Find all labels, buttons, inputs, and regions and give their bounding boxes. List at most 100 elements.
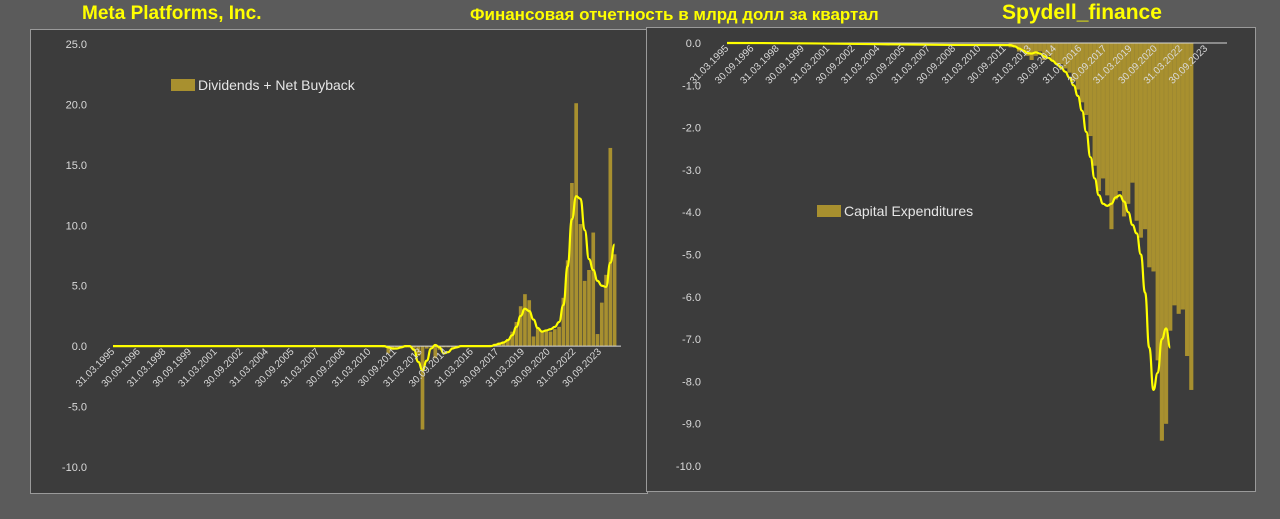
data-bar — [599, 302, 604, 347]
data-bar — [1130, 43, 1135, 183]
data-bar — [1055, 43, 1059, 65]
data-bar — [1067, 43, 1072, 73]
data-bar — [510, 331, 514, 347]
data-bar — [1050, 43, 1055, 60]
data-bar — [1155, 43, 1160, 361]
data-bar — [1160, 43, 1164, 441]
data-bar — [1017, 43, 1021, 52]
data-bar — [1113, 43, 1118, 200]
buyback-chart-panel: 25.0 20.0 15.0 10.0 5.0 0.0 -5.0 -10.0 31.03.199… — [30, 29, 648, 494]
data-bar — [1088, 43, 1093, 137]
data-bar — [561, 297, 566, 347]
data-bar — [1101, 43, 1105, 179]
buyback-chart-svg: 25.020.015.010.05.00.0-5.0-10.031.03.199… — [62, 39, 621, 474]
y-tick-label: 5.0 — [72, 281, 87, 293]
capex-chart-svg: 0.0 -1.0 -2.0 -3.0 -4.0 -5.0 -6.0 -7.0 -8.0 -9.0 -… — [676, 38, 1227, 473]
y-tick-label: 0.0 — [72, 341, 87, 353]
data-bar — [501, 342, 506, 347]
legend-label: Capital Expenditures — [844, 203, 973, 219]
data-bar — [1143, 43, 1147, 230]
chart-subtitle: Финансовая отчетность в млрд долл за ква… — [470, 5, 879, 24]
data-bar — [1059, 43, 1063, 65]
data-bar — [1181, 43, 1185, 310]
data-bar — [1176, 43, 1181, 314]
y-tick-label: -5.0 — [682, 250, 701, 262]
y-tick-label: -2.0 — [682, 123, 701, 135]
data-bar — [412, 346, 416, 349]
data-bar — [1168, 43, 1173, 331]
y-tick-label: -3.0 — [682, 165, 701, 177]
company-title: Meta Platforms, Inc. — [82, 3, 262, 24]
data-bar — [1046, 43, 1051, 56]
data-bar — [1076, 43, 1080, 90]
data-bar — [1172, 43, 1177, 306]
data-bar — [591, 232, 596, 347]
source-label: Spydell_finance — [1002, 1, 1162, 24]
data-bar — [1013, 43, 1017, 48]
data-bar — [416, 346, 421, 356]
data-bar — [1134, 43, 1139, 221]
y-tick-label: 10.0 — [66, 220, 87, 232]
trend-line — [113, 195, 616, 372]
data-bar — [1029, 43, 1034, 60]
data-bar — [587, 270, 591, 347]
data-bar — [1025, 43, 1030, 56]
legend-swatch — [817, 205, 841, 217]
y-tick-label: -5.0 — [68, 402, 87, 414]
data-bar — [1109, 43, 1114, 230]
data-bar — [552, 329, 557, 347]
data-bar — [518, 306, 523, 347]
data-bar — [1038, 43, 1042, 52]
y-tick-label: -6.0 — [682, 292, 701, 304]
trend-line — [726, 41, 1172, 391]
y-tick-label: 25.0 — [66, 39, 87, 51]
data-bar — [442, 346, 446, 348]
data-bar — [540, 331, 544, 347]
data-bar — [420, 346, 425, 430]
y-tick-label: -10.0 — [676, 461, 701, 473]
data-bar — [395, 346, 399, 348]
data-bar — [557, 326, 561, 347]
data-bar — [1126, 43, 1131, 204]
y-tick-label: -7.0 — [682, 334, 701, 346]
y-tick-label: 15.0 — [66, 160, 87, 172]
y-tick-label: -9.0 — [682, 419, 701, 431]
data-bar — [1080, 43, 1084, 103]
data-bar — [1105, 43, 1110, 196]
data-bar — [446, 346, 450, 348]
data-bar — [1164, 43, 1168, 424]
y-tick-label: 20.0 — [66, 99, 87, 111]
data-bar — [1147, 43, 1152, 268]
data-bar — [527, 300, 532, 347]
data-bar — [578, 224, 583, 347]
y-tick-label: -10.0 — [62, 462, 87, 474]
y-tick-label: -4.0 — [682, 207, 701, 219]
capex-area — [1008, 43, 1194, 441]
data-bar — [1151, 43, 1156, 272]
data-bar — [1071, 43, 1076, 82]
data-bar — [608, 147, 613, 347]
data-bar — [544, 330, 549, 347]
data-bar — [1092, 43, 1097, 166]
buyback-legend: Dividends + Net Buyback — [171, 77, 356, 93]
data-bar — [1042, 43, 1047, 60]
data-bar — [386, 346, 391, 354]
data-bar — [1185, 43, 1189, 357]
data-bar — [1021, 43, 1026, 52]
y-tick-label: 0.0 — [686, 38, 701, 50]
data-bar — [1034, 43, 1038, 56]
data-bar — [424, 346, 429, 349]
y-tick-label: -8.0 — [682, 376, 701, 388]
data-bar — [1139, 43, 1143, 238]
data-bar — [506, 338, 510, 347]
data-bar — [531, 336, 536, 347]
data-bar — [595, 334, 600, 347]
data-bar — [1189, 43, 1194, 390]
data-bar — [535, 328, 540, 347]
capex-legend: Capital Expenditures — [817, 203, 973, 219]
data-bar — [582, 280, 587, 347]
data-bar — [1122, 43, 1126, 217]
legend-label: Dividends + Net Buyback — [198, 77, 356, 93]
data-bar — [1118, 43, 1122, 192]
